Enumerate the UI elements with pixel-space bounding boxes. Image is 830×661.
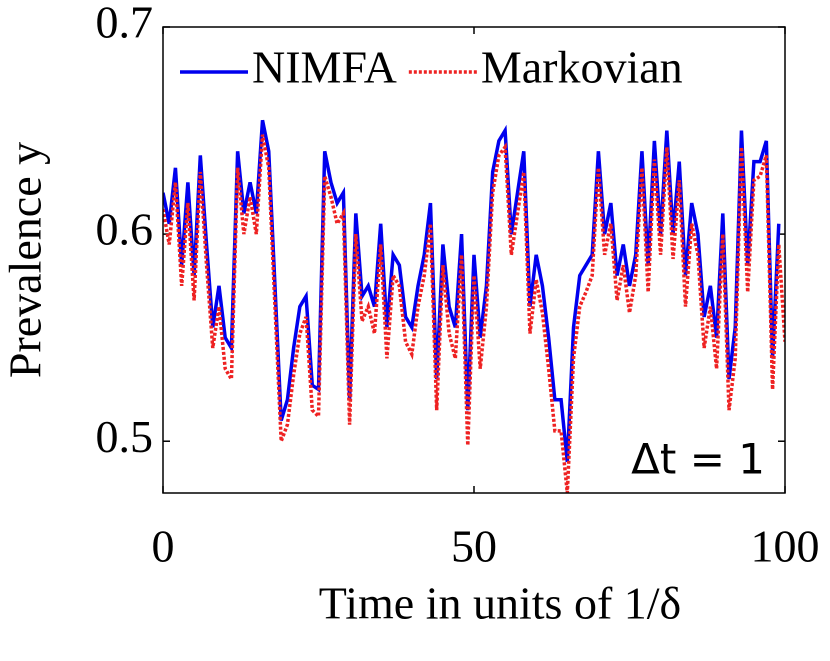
x-tick-label: 100 [751, 521, 820, 572]
line-series [163, 134, 785, 493]
y-tick-label: 0.7 [96, 0, 154, 48]
y-axis-label: Prevalence y [0, 142, 51, 378]
legend-label: Markovian [481, 42, 683, 93]
x-tick-label: 50 [451, 521, 497, 572]
x-axis-label: Time in units of 1/δ [319, 578, 681, 629]
x-tick-label: 0 [152, 521, 175, 572]
annotation: Δt = 1 [631, 435, 765, 484]
y-tick-label: 0.6 [96, 204, 154, 255]
legend-label: NIMFA [252, 42, 397, 93]
y-tick-label: 0.5 [96, 411, 154, 462]
axes-frame [162, 26, 786, 494]
